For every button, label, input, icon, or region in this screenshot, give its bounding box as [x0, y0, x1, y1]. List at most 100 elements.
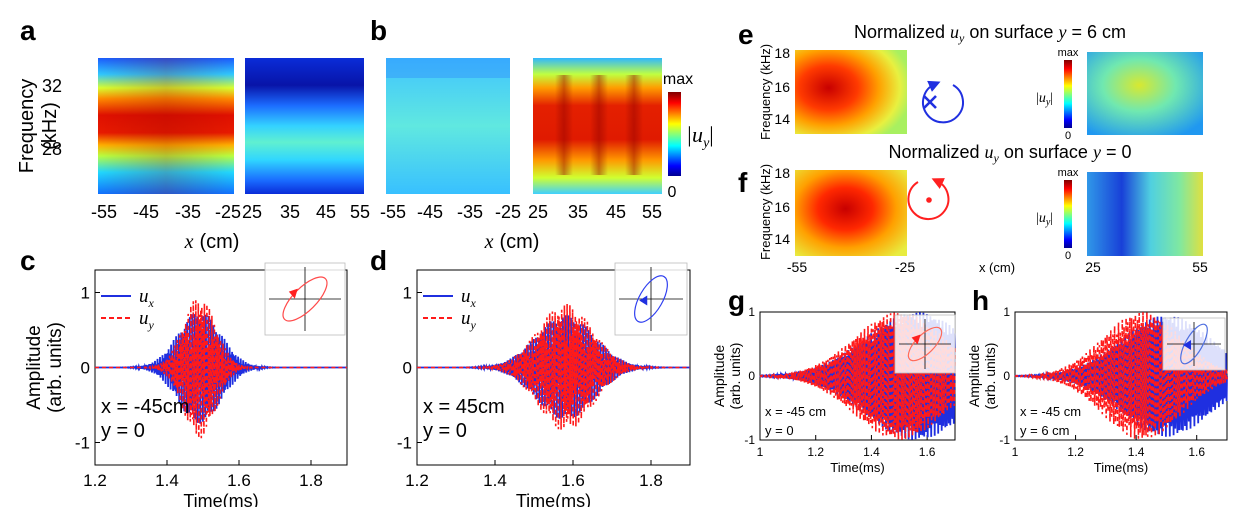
- annotation-g-1: y = 0: [765, 423, 794, 438]
- xtick-b-7: 45: [606, 202, 626, 222]
- inset-ellipse-d: [634, 275, 668, 323]
- panel-letter-h: h: [972, 285, 989, 316]
- colorbar-e-label: |uy|: [1036, 91, 1053, 108]
- inset-direction-arrow-g: [911, 334, 921, 345]
- annotation-g-0: x = -45 cm: [765, 404, 826, 419]
- ytick-a-28: 28: [42, 139, 62, 159]
- panel-letter-b: b: [370, 15, 387, 46]
- annotation-c-1: y = 0: [101, 420, 145, 442]
- polarization-ellipse-icon: [1162, 317, 1226, 371]
- legend-label-d-0: ux: [461, 286, 477, 310]
- xtick-a-2: -45: [133, 202, 159, 222]
- xtick-label-h-3: 1.6: [1188, 445, 1205, 459]
- xtick-a-5: 25: [242, 202, 262, 222]
- colorbar-b-label: |uy|: [686, 122, 714, 151]
- colorbar-b-min: 0: [668, 184, 677, 201]
- heatmap-e-left: [795, 50, 907, 134]
- panel-f: Normalized uy on surface y = 0 18 16 14 …: [758, 142, 1208, 275]
- heatmap-b-stripe-1: [555, 75, 573, 175]
- ytick-a-32: 32: [42, 76, 62, 96]
- ytick-e-14: 14: [774, 111, 790, 127]
- xtick-label-h-1: 1.2: [1067, 445, 1084, 459]
- ytick-label-d-0: 1: [403, 283, 412, 302]
- xtick-label-d-1: 1.4: [483, 471, 507, 490]
- colorbar-f: [1064, 180, 1072, 248]
- ylabel-g-line1: Amplitude: [711, 345, 727, 407]
- colorbar-f-label: |uy|: [1036, 211, 1053, 228]
- ytick-label-h-1: 0: [1003, 369, 1010, 383]
- panel-a: 32 28 Frequency (kHz) -55 -45 -35 -25 25…: [16, 58, 370, 253]
- xtick-label-h-0: 1: [1012, 445, 1019, 459]
- ytick-f-16: 16: [774, 199, 790, 215]
- panel-letter-c: c: [20, 245, 36, 276]
- polarization-ellipse-icon: [614, 262, 688, 336]
- legend-label-c-1: uy: [139, 308, 155, 332]
- legend-label-d-1: uy: [461, 308, 477, 332]
- xtick-f-3: 25: [1085, 259, 1101, 275]
- ytick-label-d-2: -1: [397, 433, 412, 452]
- xtick-a-3: -35: [175, 202, 201, 222]
- legend-label-c-0: ux: [139, 286, 155, 310]
- colorbar-e: [1064, 60, 1072, 128]
- series-g-uy: [759, 312, 956, 440]
- annotation-h-0: x = -45 cm: [1020, 404, 1081, 419]
- ytick-label-c-2: -1: [75, 433, 90, 452]
- series-h-uy: [1014, 312, 1228, 439]
- ylabel-a-line2: (kHz): [39, 102, 61, 150]
- ytick-label-d-1: 0: [403, 358, 412, 377]
- colorbar-e-max: max: [1058, 47, 1079, 59]
- ytick-label-g-0: 1: [748, 305, 755, 319]
- xtick-f-4: 55: [1192, 259, 1208, 275]
- xlabel-c: Time(ms): [183, 491, 258, 507]
- annotation-d-1: y = 0: [423, 420, 467, 442]
- title-e: Normalized uy on surface y = 6 cm: [854, 22, 1126, 45]
- ylabel-c-line2: (arb. units): [45, 322, 66, 413]
- xtick-label-d-0: 1.2: [405, 471, 429, 490]
- heatmap-f-left: [795, 170, 907, 256]
- xtick-label-d-2: 1.6: [561, 471, 585, 490]
- xtick-b-4: -25: [495, 202, 521, 222]
- annotation-d-0: x = 45cm: [423, 396, 505, 418]
- xlabel-f: x (cm): [979, 260, 1015, 275]
- xtick-b-8: 55: [642, 202, 662, 222]
- xlabel-b: x (cm): [484, 231, 540, 253]
- colorbar-e-min: 0: [1065, 130, 1071, 142]
- ylabel-h-line1: Amplitude: [966, 345, 982, 407]
- series-c-uy: [95, 300, 347, 439]
- xtick-f-1: -55: [787, 259, 807, 275]
- heatmap-b-left: [386, 58, 510, 194]
- xtick-label-c-1: 1.4: [155, 471, 179, 490]
- panel-letter-d: d: [370, 245, 387, 276]
- ytick-f-18: 18: [774, 165, 790, 181]
- xtick-a-4: -25: [215, 202, 241, 222]
- ylabel-c-line1: Amplitude: [24, 325, 45, 410]
- colorbar-b: [668, 92, 681, 176]
- clockwise-rotation-into-page-icon: [922, 80, 964, 124]
- xtick-label-g-2: 1.4: [863, 445, 880, 459]
- xtick-label-c-3: 1.8: [299, 471, 323, 490]
- ytick-label-c-0: 1: [81, 283, 90, 302]
- panel-letter-f: f: [738, 167, 748, 198]
- panel-letter-a: a: [20, 15, 36, 46]
- ytick-label-g-1: 0: [748, 369, 755, 383]
- ytick-label-g-2: -1: [744, 433, 755, 447]
- xtick-label-h-2: 1.4: [1128, 445, 1145, 459]
- polarization-ellipse-icon: [894, 314, 956, 374]
- xtick-label-c-2: 1.6: [227, 471, 251, 490]
- colorbar-b-max: max: [663, 71, 693, 88]
- heatmap-b-left-shade: [386, 58, 510, 78]
- heatmap-b-stripe-3: [625, 75, 643, 175]
- xlabel-h: Time(ms): [1094, 460, 1148, 475]
- series-d-uy: [417, 303, 690, 430]
- xtick-label-g-0: 1: [757, 445, 764, 459]
- xtick-label-c-0: 1.2: [83, 471, 107, 490]
- xlabel-g: Time(ms): [830, 460, 884, 475]
- xtick-a-7: 45: [316, 202, 336, 222]
- ylabel-g-line2: (arb. units): [727, 343, 743, 410]
- panel-letter-e: e: [738, 19, 754, 50]
- colorbar-f-max: max: [1058, 167, 1079, 179]
- ytick-label-h-2: -1: [999, 433, 1010, 447]
- annotation-h-1: y = 6 cm: [1020, 423, 1070, 438]
- ylabel-h-line2: (arb. units): [982, 343, 998, 410]
